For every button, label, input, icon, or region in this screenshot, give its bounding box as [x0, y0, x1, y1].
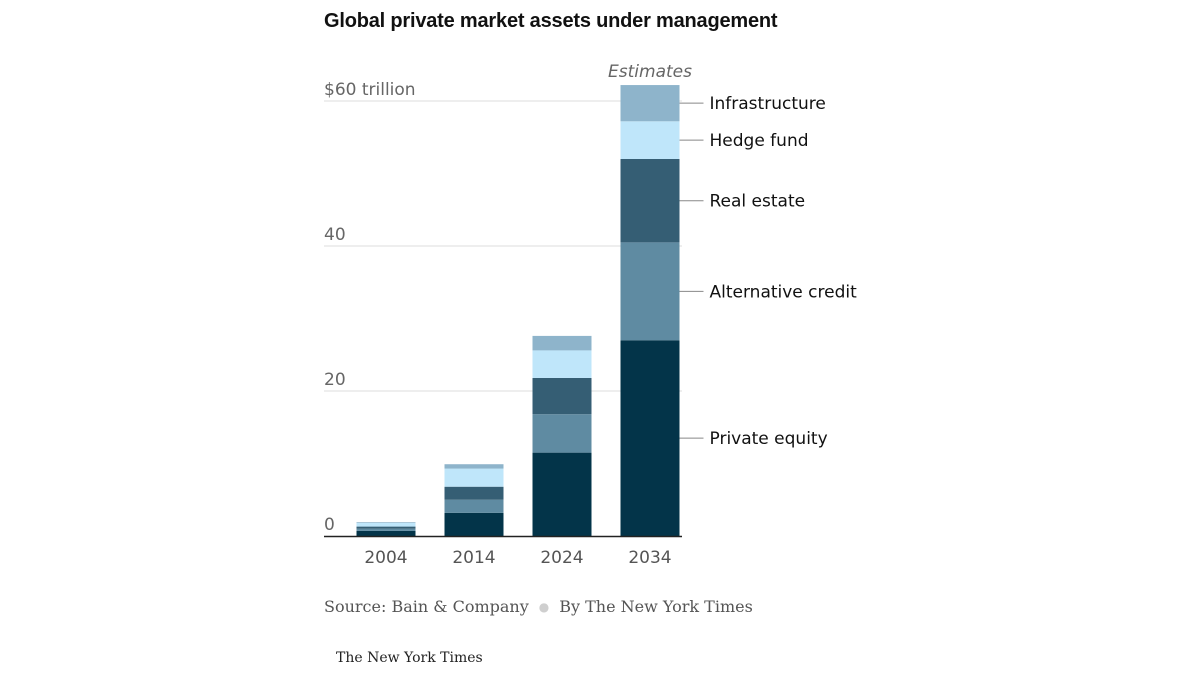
bar-segment [532, 350, 592, 378]
bar-segment [356, 528, 416, 531]
y-tick-label: 20 [324, 370, 346, 390]
source-note: Source: Bain & Company [324, 597, 529, 616]
bar-segment [444, 486, 504, 500]
bars [356, 85, 680, 536]
stacked-bar-chart: 0 20 40 $60 trillion 2004 2014 2024 2034 Estimat… [324, 62, 858, 568]
bar-segment [620, 85, 680, 122]
y-tick-label: 40 [324, 225, 346, 245]
legend-label: Hedge fund [710, 131, 809, 151]
bar-segment [444, 499, 504, 513]
bar-segment [356, 522, 416, 527]
legend-label: Real estate [710, 192, 806, 212]
chart-title: Global private market assets under manag… [324, 10, 778, 32]
bar-segment [532, 377, 592, 415]
bar-segment [532, 414, 592, 453]
bar-segment [620, 340, 680, 536]
y-tick-label: 0 [324, 515, 335, 535]
bar-segment [356, 522, 416, 523]
bar-segment [444, 512, 504, 536]
x-tick-label: 2004 [364, 548, 407, 568]
y-tick-label: $60 trillion [324, 80, 416, 100]
bar-segment [532, 335, 592, 351]
bar-segment [356, 526, 416, 529]
bar-segment [620, 121, 680, 159]
x-tick-label: 2034 [628, 548, 671, 568]
bar-segment [532, 452, 592, 536]
bar-segment [620, 242, 680, 341]
legend-label: Alternative credit [710, 282, 858, 302]
x-tick-label: 2014 [452, 548, 495, 568]
legend: Private equity Alternative credit Real est… [679, 94, 858, 449]
axes: 0 20 40 $60 trillion 2004 2014 2024 2034 Estimat… [324, 62, 692, 568]
legend-label: Infrastructure [710, 94, 826, 114]
footer: Source: Bain & Company ● By The New York T… [324, 597, 753, 616]
estimates-annotation: Estimates [608, 62, 692, 82]
x-tick-label: 2024 [540, 548, 583, 568]
brand-logo-text: The New York Times [336, 650, 483, 666]
bar-segment [444, 464, 504, 469]
bar-segment [444, 468, 504, 487]
byline: By The New York Times [559, 597, 753, 616]
legend-label: Private equity [710, 429, 828, 449]
separator-dot-icon: ● [538, 600, 550, 614]
bar-segment [620, 159, 680, 243]
bar-segment [356, 530, 416, 536]
